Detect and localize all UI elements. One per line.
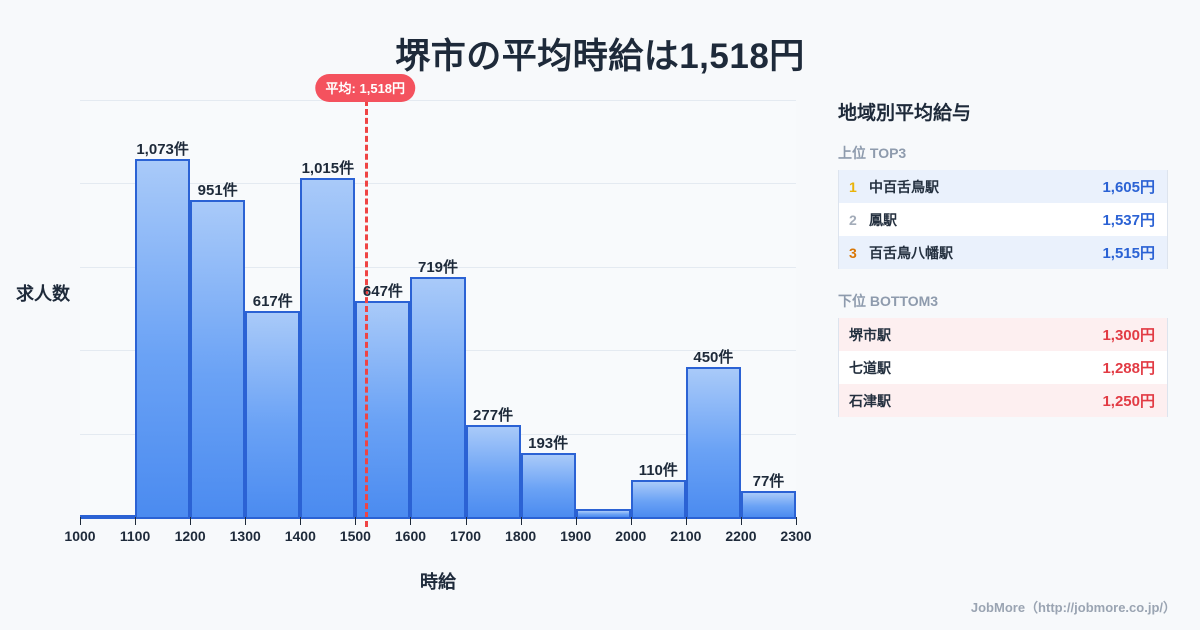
table-row[interactable]: 石津駅 1,250円 — [839, 384, 1167, 417]
y-axis-title: 求人数 — [16, 284, 70, 304]
bottom3-table: 堺市駅 1,300円七道駅 1,288円石津駅 1,250円 — [838, 318, 1168, 417]
histogram-bar[interactable] — [135, 159, 191, 517]
x-axis-line — [80, 517, 796, 519]
x-axis-tick-label: 2100 — [670, 528, 702, 544]
bar-value-label: 1,073件 — [136, 141, 189, 159]
x-axis-tick — [740, 517, 742, 525]
x-axis-tick-label: 1900 — [560, 528, 592, 544]
bar-value-label: 617件 — [252, 293, 293, 311]
histogram-bar[interactable] — [520, 452, 576, 517]
gridline — [80, 183, 796, 185]
bar-value-label: 951件 — [197, 181, 238, 199]
side-panel-title: 地域別平均給与 — [838, 103, 972, 124]
bar-value-label: 1,015件 — [301, 160, 355, 178]
x-axis-tick-label: 1600 — [394, 528, 427, 544]
histogram-bar[interactable] — [355, 301, 411, 517]
station-name: 七道駅 — [849, 359, 891, 376]
x-axis-title: 時給 — [420, 572, 456, 592]
x-axis-tick — [410, 517, 412, 525]
x-axis-tick-label: 1000 — [64, 528, 96, 544]
average-wage-value: 1,515円 — [1102, 245, 1155, 262]
histogram-chart: 求人数 1,073件 951件 617件 1,015件 647件 719件 277件 193件… — [0, 74, 820, 610]
histogram-bar[interactable] — [245, 311, 301, 517]
histogram-bar[interactable] — [465, 424, 521, 517]
x-axis-tick — [355, 517, 357, 525]
x-axis-tick — [630, 517, 632, 525]
x-axis-tick — [190, 517, 192, 525]
bar-value-label: 647件 — [362, 283, 403, 301]
rank-number: 1 — [849, 178, 857, 195]
plot-area — [80, 100, 796, 527]
x-axis-tick — [80, 517, 81, 525]
x-axis-tick-label: 2300 — [780, 528, 812, 544]
bar-value-label: 450件 — [693, 348, 734, 366]
bar-value-label: 77件 — [752, 473, 785, 491]
bar-value-label: 719件 — [417, 259, 459, 277]
footer-credit: JobMore（http://jobmore.co.jp/） — [970, 600, 1176, 615]
x-axis-tick-label: 1800 — [505, 528, 537, 544]
page-title: 堺市の平均時給は1,518円 — [395, 37, 805, 76]
x-axis-tick — [135, 517, 137, 525]
table-row[interactable]: 七道駅 1,288円 — [839, 351, 1167, 384]
average-wage-value: 1,605円 — [1102, 179, 1155, 196]
x-axis-tick — [520, 517, 522, 525]
histogram-bar[interactable] — [410, 277, 466, 517]
x-axis-tick-label: 1200 — [174, 528, 206, 544]
station-name: 鳳駅 — [869, 211, 897, 228]
table-row[interactable]: 1 中百舌鳥駅 1,605円 — [839, 170, 1167, 203]
bottom3-heading: 下位 BOTTOM3 — [838, 293, 939, 309]
x-axis-tick-label: 2000 — [615, 528, 647, 544]
bar-value-label: 193件 — [528, 434, 569, 452]
x-axis-tick — [575, 517, 577, 525]
histogram-bar[interactable] — [190, 199, 246, 517]
x-axis-tick-label: 1300 — [229, 528, 261, 544]
x-axis-tick-label: 1400 — [284, 528, 316, 544]
x-axis-tick-label: 1100 — [119, 528, 151, 544]
x-axis-tick — [796, 517, 797, 525]
rank-number: 3 — [849, 244, 857, 261]
histogram-bar[interactable] — [740, 491, 796, 517]
x-axis-tick — [465, 517, 467, 525]
top3-heading: 上位 TOP3 — [838, 145, 907, 161]
average-wage-value: 1,250円 — [1102, 393, 1155, 410]
top3-table: 1 中百舌鳥駅 1,605円 2 鳳駅 1,537円 3 百舌鳥八幡駅 1,515円 — [838, 170, 1168, 269]
average-line — [365, 100, 369, 527]
table-row[interactable]: 3 百舌鳥八幡駅 1,515円 — [839, 236, 1167, 269]
average-wage-value: 1,300円 — [1102, 327, 1155, 344]
x-axis-tick-label: 1700 — [449, 528, 482, 544]
average-badge: 平均: 1,518円 — [315, 74, 416, 102]
histogram-bar[interactable] — [300, 178, 356, 517]
x-axis-tick-label: 1500 — [339, 528, 371, 544]
x-axis-tick — [685, 517, 687, 525]
gridline — [80, 100, 796, 101]
histogram-bar[interactable] — [80, 515, 136, 517]
average-wage-value: 1,288円 — [1102, 360, 1155, 377]
station-name: 石津駅 — [849, 392, 891, 409]
average-wage-value: 1,537円 — [1102, 212, 1155, 229]
station-name: 百舌鳥八幡駅 — [869, 244, 953, 261]
histogram-bar[interactable] — [575, 509, 631, 517]
region-average-panel: 地域別平均給与 上位 TOP3 1 中百舌鳥駅 1,605円 2 鳳駅 1,537円 3 百舌… — [838, 98, 1168, 439]
table-row[interactable]: 堺市駅 1,300円 — [839, 318, 1167, 351]
station-name: 中百舌鳥駅 — [869, 178, 939, 195]
x-axis-tick-label: 2200 — [725, 528, 757, 544]
gridline — [80, 266, 796, 268]
x-axis-tick — [300, 517, 302, 525]
table-row[interactable]: 2 鳳駅 1,537円 — [839, 203, 1167, 236]
rank-number: 2 — [849, 211, 857, 228]
x-axis-tick — [245, 517, 247, 525]
bar-value-label: 277件 — [473, 406, 514, 424]
station-name: 堺市駅 — [849, 326, 891, 343]
bar-value-label: 110件 — [638, 462, 678, 480]
histogram-bar[interactable] — [685, 366, 741, 517]
histogram-bar[interactable] — [630, 480, 686, 517]
